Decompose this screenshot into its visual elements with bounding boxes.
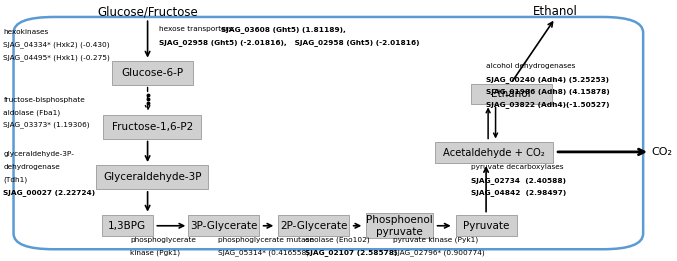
Text: fructose-bisphosphate: fructose-bisphosphate [3,97,85,103]
Text: Glyceraldehyde-3P: Glyceraldehyde-3P [103,173,202,182]
Text: SJAG_00027 (2.22724): SJAG_00027 (2.22724) [3,189,95,196]
FancyBboxPatch shape [97,165,209,189]
Text: alcohol dehydrogenases: alcohol dehydrogenases [486,63,575,69]
Text: SJAG_02734  (2.40588): SJAG_02734 (2.40588) [471,177,565,184]
Text: SJAG_03373* (1.19306): SJAG_03373* (1.19306) [3,122,90,128]
Text: SJAG_00240 (Adh4) (5.25253): SJAG_00240 (Adh4) (5.25253) [486,76,609,83]
Text: SJAG_02958 (Ght5) (-2.01816),   SJAG_02958 (Ght5) (-2.01816): SJAG_02958 (Ght5) (-2.01816), SJAG_02958… [159,39,420,46]
Text: pyruvate kinase (Pyk1): pyruvate kinase (Pyk1) [393,237,478,244]
Text: 1,3BPG: 1,3BPG [108,221,146,231]
Text: SJAG_03822 (Adh4)(-1.50527): SJAG_03822 (Adh4)(-1.50527) [486,101,609,108]
Text: SJAG_04495* (Hxk1) (-0.275): SJAG_04495* (Hxk1) (-0.275) [3,54,110,61]
Text: (Tdh1): (Tdh1) [3,176,28,183]
Text: Fructose-1,6-P2: Fructose-1,6-P2 [112,122,193,132]
Text: 2P-Glycerate: 2P-Glycerate [280,221,347,231]
FancyBboxPatch shape [278,215,349,236]
FancyBboxPatch shape [104,115,202,139]
Text: kinase (Pgk1): kinase (Pgk1) [130,250,180,256]
Text: SJAG_02107 (2.58578): SJAG_02107 (2.58578) [305,250,397,257]
Text: Acetaldehyde + CO₂: Acetaldehyde + CO₂ [443,148,545,158]
Text: SJAG_04334* (Hxk2) (-0.430): SJAG_04334* (Hxk2) (-0.430) [3,41,110,48]
FancyBboxPatch shape [14,17,643,249]
Text: pyruvate decarboxylases: pyruvate decarboxylases [471,164,563,170]
FancyBboxPatch shape [112,61,193,85]
Text: CO₂: CO₂ [651,147,673,157]
Text: Pyruvate: Pyruvate [463,221,509,231]
Text: SJAG_02796* (0.900774): SJAG_02796* (0.900774) [393,250,485,256]
FancyBboxPatch shape [366,213,433,238]
FancyBboxPatch shape [456,215,517,236]
Text: Glucose-6-P: Glucose-6-P [121,68,183,78]
Text: aldolase (Fba1): aldolase (Fba1) [3,109,61,116]
Text: enolase (Eno102): enolase (Eno102) [305,237,370,244]
Text: Ethanol: Ethanol [492,89,531,99]
FancyBboxPatch shape [188,215,259,236]
Text: Glucose/Fructose: Glucose/Fructose [97,5,198,18]
Text: glyceraldehyde-3P-: glyceraldehyde-3P- [3,151,74,157]
Text: 3P-Glycerate: 3P-Glycerate [190,221,257,231]
Text: dehydrogenase: dehydrogenase [3,164,60,170]
FancyBboxPatch shape [102,215,153,236]
Text: Phosphoenol
pyruvate: Phosphoenol pyruvate [366,215,433,236]
Text: SJAG_03608 (Ght5) (1.81189),: SJAG_03608 (Ght5) (1.81189), [221,26,346,33]
FancyBboxPatch shape [435,142,553,163]
Text: hexose transporters:: hexose transporters: [159,26,238,32]
Text: phosphoglycerate mutase: phosphoglycerate mutase [218,237,314,243]
Text: Ethanol: Ethanol [533,5,577,18]
FancyBboxPatch shape [471,84,552,104]
Text: SJAG_01986 (Adh8) (4.15878): SJAG_01986 (Adh8) (4.15878) [486,88,610,95]
Text: phosphoglycerate: phosphoglycerate [130,237,196,243]
Text: hexokinases: hexokinases [3,29,49,35]
Text: SJAG_04842  (2.98497): SJAG_04842 (2.98497) [471,189,566,197]
Text: SJAG_05314* (0.416558): SJAG_05314* (0.416558) [218,250,309,256]
